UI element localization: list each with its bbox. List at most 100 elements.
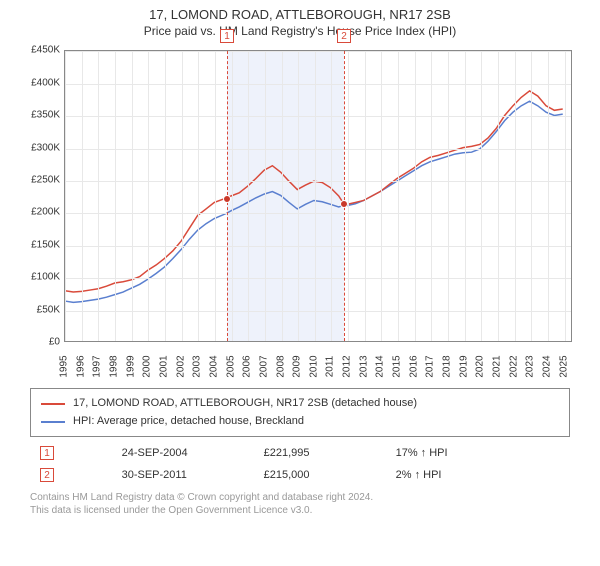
sale-point-marker: [223, 195, 231, 203]
x-axis-label: 2017: [425, 356, 436, 378]
sale-point-marker: [340, 200, 348, 208]
grid-line-h: [65, 149, 571, 150]
y-axis-label: £350K: [20, 110, 60, 121]
x-axis-label: 2019: [458, 356, 469, 378]
y-axis-label: £150K: [20, 239, 60, 250]
x-axis-label: 1996: [75, 356, 86, 378]
grid-line-v: [65, 51, 66, 341]
grid-line-v: [82, 51, 83, 341]
y-axis-label: £400K: [20, 77, 60, 88]
x-axis-label: 2021: [492, 356, 503, 378]
grid-line-h: [65, 51, 571, 52]
grid-line-v: [548, 51, 549, 341]
x-axis-label: 2000: [142, 356, 153, 378]
x-axis-label: 2023: [525, 356, 536, 378]
footer-line2: This data is licensed under the Open Gov…: [30, 504, 570, 517]
y-axis-label: £200K: [20, 207, 60, 218]
x-axis-label: 2010: [308, 356, 319, 378]
grid-line-h: [65, 213, 571, 214]
grid-line-h: [65, 181, 571, 182]
x-axis-label: 2004: [208, 356, 219, 378]
grid-line-v: [415, 51, 416, 341]
x-axis-label: 2015: [392, 356, 403, 378]
sales-table-row: 124-SEP-2004£221,99517% ↑ HPI: [32, 443, 568, 463]
legend-swatch: [41, 403, 65, 405]
sale-number-badge: 1: [220, 29, 234, 43]
x-axis-label: 2002: [175, 356, 186, 378]
y-axis-label: £0: [20, 337, 60, 348]
y-axis-label: £50K: [20, 304, 60, 315]
x-axis-label: 2025: [558, 356, 569, 378]
y-axis-label: £100K: [20, 272, 60, 283]
grid-line-v: [98, 51, 99, 341]
chart-lines-svg: [65, 51, 571, 341]
x-axis-label: 2007: [258, 356, 269, 378]
grid-line-v: [565, 51, 566, 341]
grid-line-v: [398, 51, 399, 341]
chart-container: 12 £0 £50K £100K £150K £200K £250K £300K £350K £…: [20, 42, 580, 382]
sale-number-badge: 2: [337, 29, 351, 43]
x-axis-label: 2014: [375, 356, 386, 378]
grid-line-v: [215, 51, 216, 341]
sale-number-badge: 2: [40, 468, 54, 482]
grid-line-v: [132, 51, 133, 341]
chart-plot-area: 12: [64, 50, 572, 342]
x-axis-label: 2016: [408, 356, 419, 378]
grid-line-v: [232, 51, 233, 341]
x-axis-label: 2008: [275, 356, 286, 378]
x-axis-label: 1998: [108, 356, 119, 378]
grid-line-v: [298, 51, 299, 341]
grid-line-v: [498, 51, 499, 341]
sale-delta: 2% ↑ HPI: [388, 465, 568, 485]
x-axis-label: 2011: [325, 356, 336, 378]
grid-line-v: [465, 51, 466, 341]
x-axis-label: 2001: [158, 356, 169, 378]
grid-line-v: [115, 51, 116, 341]
grid-line-v: [315, 51, 316, 341]
sale-date: 30-SEP-2011: [114, 465, 254, 485]
x-axis-label: 2006: [242, 356, 253, 378]
sale-delta: 17% ↑ HPI: [388, 443, 568, 463]
x-axis-label: 2005: [225, 356, 236, 378]
grid-line-h: [65, 84, 571, 85]
grid-line-v: [381, 51, 382, 341]
grid-line-v: [365, 51, 366, 341]
sales-table-row: 2 30-SEP-2011£215,0002% ↑ HPI: [32, 465, 568, 485]
chart-title: 17, LOMOND ROAD, ATTLEBOROUGH, NR17 2SB: [0, 6, 600, 24]
legend-swatch: [41, 421, 65, 423]
grid-line-v: [531, 51, 532, 341]
grid-line-v: [165, 51, 166, 341]
legend-item: 17, LOMOND ROAD, ATTLEBOROUGH, NR17 2SB …: [41, 395, 559, 413]
footer-attribution: Contains HM Land Registry data © Crown c…: [30, 491, 570, 517]
chart-subtitle: Price paid vs. HM Land Registry's House …: [0, 24, 600, 38]
x-axis-label: 1997: [92, 356, 103, 378]
grid-line-h: [65, 116, 571, 117]
sale-marker-line: [344, 51, 345, 341]
grid-line-v: [248, 51, 249, 341]
sale-date: 24-SEP-2004: [114, 443, 254, 463]
legend-item: HPI: Average price, detached house, Brec…: [41, 413, 559, 431]
grid-line-h: [65, 246, 571, 247]
legend-box: 17, LOMOND ROAD, ATTLEBOROUGH, NR17 2SB …: [30, 388, 570, 437]
grid-line-v: [148, 51, 149, 341]
x-axis-label: 2003: [192, 356, 203, 378]
x-axis-label: 1995: [59, 356, 70, 378]
grid-line-v: [431, 51, 432, 341]
grid-line-h: [65, 311, 571, 312]
grid-line-v: [448, 51, 449, 341]
x-axis-label: 2020: [475, 356, 486, 378]
grid-line-v: [182, 51, 183, 341]
grid-line-h: [65, 278, 571, 279]
x-axis-label: 2024: [542, 356, 553, 378]
grid-line-v: [348, 51, 349, 341]
y-axis-label: £450K: [20, 45, 60, 56]
x-axis-label: 2012: [342, 356, 353, 378]
x-axis-label: 2022: [508, 356, 519, 378]
x-axis-label: 2013: [358, 356, 369, 378]
sale-price: £215,000: [256, 465, 386, 485]
legend-label: 17, LOMOND ROAD, ATTLEBOROUGH, NR17 2SB …: [73, 395, 417, 413]
y-axis-label: £250K: [20, 174, 60, 185]
sales-table: 124-SEP-2004£221,99517% ↑ HPI 2 30-SEP-201…: [30, 441, 570, 487]
x-axis-label: 2018: [442, 356, 453, 378]
y-axis-label: £300K: [20, 142, 60, 153]
